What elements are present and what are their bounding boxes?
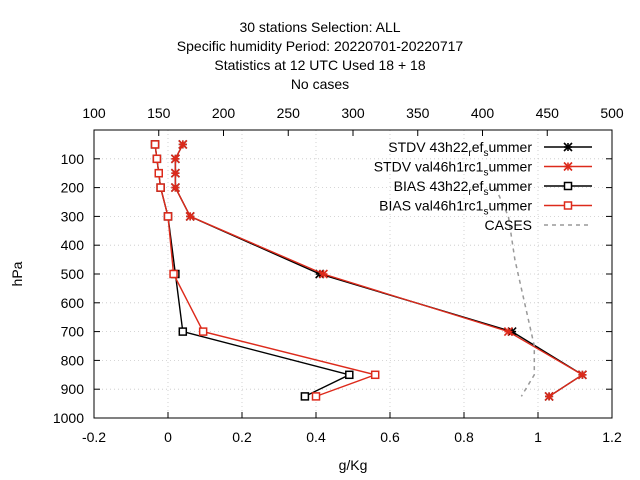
- title-line: No cases: [291, 76, 349, 92]
- y-tick-label: 600: [61, 295, 85, 311]
- y-tick-label: 1000: [53, 410, 84, 426]
- x-tick-label: -0.2: [82, 429, 106, 445]
- legend-marker: [563, 201, 573, 210]
- x-tick-label: 0.4: [306, 429, 326, 445]
- legend-label-part: ummer: [488, 178, 532, 194]
- series-line: [154, 144, 378, 398]
- series: [150, 139, 587, 401]
- x2-tick-label: 300: [341, 105, 365, 121]
- legend-label-part: ef: [472, 178, 484, 194]
- data-point: [300, 392, 310, 401]
- data-point: [577, 370, 587, 380]
- data-point: [170, 154, 180, 164]
- data-point: [154, 168, 163, 178]
- y-tick-label: 500: [61, 266, 85, 282]
- series-1: [170, 139, 587, 401]
- y-tick-label: 300: [61, 208, 85, 224]
- y-tick-label: 700: [61, 324, 85, 340]
- legend-label-part: ummer: [488, 139, 532, 155]
- data-point: [152, 154, 162, 164]
- data-point: [163, 212, 173, 221]
- x-tick-label: 1.2: [602, 429, 622, 445]
- data-point: [503, 327, 513, 337]
- y-tick-label: 100: [61, 151, 85, 167]
- legend-label-part: STDV 43h22: [388, 139, 468, 155]
- legend-label-part: r: [468, 187, 472, 198]
- x2-tick-label: 500: [600, 105, 624, 121]
- data-point: [544, 391, 554, 401]
- data-point: [185, 211, 195, 221]
- data-point: [178, 327, 188, 336]
- x-tick-label: 0.2: [232, 429, 252, 445]
- legend-label-part: s: [483, 207, 488, 218]
- legend-label-part: s: [483, 168, 488, 179]
- x-tick-label: 1: [534, 429, 542, 445]
- title-line: Specific humidity Period: 20220701-20220…: [177, 38, 464, 54]
- legend-label: CASES: [485, 217, 532, 233]
- x2-tick-label: 250: [277, 105, 301, 121]
- legend-label: STDV val46h1rc1summer: [374, 159, 533, 179]
- x-axis-label: g/Kg: [339, 457, 368, 473]
- x2-tick-label: 100: [82, 105, 106, 121]
- legend-label: BIAS 43h22refsummer: [394, 178, 533, 198]
- legend-label-part: ummer: [488, 159, 532, 175]
- legend-marker: [563, 181, 573, 191]
- x2-tick-label: 150: [147, 105, 171, 121]
- y-axis-label: hPa: [9, 261, 25, 286]
- legend-label: BIAS val46h1rc1summer: [379, 198, 532, 218]
- series-4: [494, 187, 536, 397]
- x-tick-label: 0.6: [380, 429, 400, 445]
- data-point: [370, 370, 380, 380]
- legend-marker: [563, 161, 573, 172]
- y-tick-label: 400: [61, 237, 85, 253]
- legend-marker: [563, 142, 573, 152]
- series-line: [494, 187, 536, 397]
- data-point: [345, 370, 354, 380]
- y-tick-label: 200: [61, 180, 85, 196]
- x2-tick-label: 350: [406, 105, 430, 121]
- legend-label: STDV 43h22refsummer: [388, 139, 532, 159]
- data-point: [150, 140, 160, 149]
- series-3: [150, 140, 380, 401]
- legend-label-part: CASES: [485, 217, 532, 233]
- data-point: [318, 269, 328, 279]
- legend-label-part: BIAS val46h1rc1: [379, 198, 483, 214]
- legend-label-part: BIAS 43h22: [394, 178, 469, 194]
- data-point: [170, 183, 180, 193]
- data-point: [178, 139, 188, 149]
- axis-ticks: -0.2 0 0.2 0.4 0.6 0.8 1 1.2 100 150 200 250 300 350 4…: [53, 105, 624, 445]
- data-point: [198, 327, 208, 336]
- data-point: [156, 183, 165, 192]
- legend-label-part: s: [483, 187, 488, 198]
- chart-title: 30 stations Selection: ALL Specific humid…: [177, 19, 464, 92]
- title-line: Statistics at 12 UTC Used 18 + 18: [214, 57, 425, 73]
- legend-label-part: r: [468, 148, 472, 159]
- x2-tick-label: 400: [471, 105, 495, 121]
- legend-label-part: ummer: [488, 198, 532, 214]
- x2-tick-label: 450: [536, 105, 560, 121]
- legend-label-part: ef: [472, 139, 484, 155]
- legend-label-part: STDV val46h1rc1: [374, 159, 484, 175]
- x-tick-label: 0.8: [454, 429, 474, 445]
- data-point: [311, 392, 321, 401]
- data-point: [169, 269, 178, 279]
- y-tick-label: 900: [61, 381, 85, 397]
- x2-tick-label: 200: [212, 105, 236, 121]
- y-tick-label: 800: [61, 352, 85, 368]
- x-tick-label: 0: [164, 429, 172, 445]
- data-point: [170, 168, 180, 178]
- legend-label-part: s: [483, 148, 488, 159]
- title-line: 30 stations Selection: ALL: [239, 19, 400, 35]
